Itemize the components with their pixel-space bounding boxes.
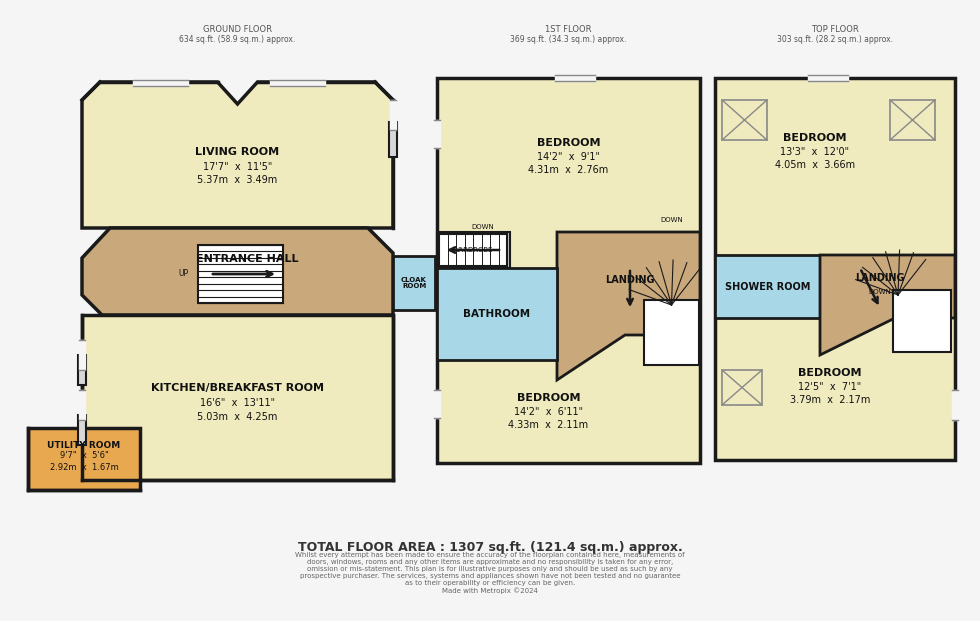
Bar [437, 232, 510, 268]
Text: 634 sq.ft. (58.9 sq.m.) approx.: 634 sq.ft. (58.9 sq.m.) approx. [179, 35, 295, 45]
Bar [893, 290, 951, 352]
Text: 9'7"  x  5'6": 9'7" x 5'6" [60, 451, 109, 461]
Bar [555, 75, 595, 81]
Text: DOWN: DOWN [661, 217, 683, 223]
Bar [437, 268, 557, 360]
Text: 14'2"  x  6'11": 14'2" x 6'11" [514, 407, 583, 417]
Text: UP: UP [178, 270, 188, 278]
Bar [437, 78, 700, 463]
Text: BATHROOM: BATHROOM [464, 309, 530, 319]
Bar [79, 390, 85, 420]
Text: BEDROOM: BEDROOM [783, 133, 847, 143]
Polygon shape [820, 255, 955, 355]
Text: 2.92m  x  1.67m: 2.92m x 1.67m [50, 463, 119, 471]
Text: UTILITY ROOM: UTILITY ROOM [47, 440, 121, 450]
Text: 16'6"  x  13'11": 16'6" x 13'11" [200, 397, 275, 407]
Bar [198, 245, 283, 303]
Polygon shape [557, 232, 700, 380]
Text: BEDROOM: BEDROOM [799, 368, 861, 378]
Bar [644, 300, 699, 365]
Text: 3.79m  x  2.17m: 3.79m x 2.17m [790, 395, 870, 405]
Bar [715, 78, 955, 460]
Text: 4.05m  x  3.66m: 4.05m x 3.66m [775, 160, 856, 170]
Text: 4.33m  x  2.11m: 4.33m x 2.11m [509, 420, 589, 430]
Bar [390, 100, 396, 130]
Polygon shape [82, 82, 393, 228]
Bar [722, 100, 767, 140]
Text: BEDROOM: BEDROOM [516, 393, 580, 403]
Text: WARDROBE: WARDROBE [454, 247, 494, 253]
Bar [952, 390, 958, 420]
Text: 369 sq.ft. (34.3 sq.m.) approx.: 369 sq.ft. (34.3 sq.m.) approx. [511, 35, 626, 45]
Text: 14'2"  x  9'1": 14'2" x 9'1" [537, 152, 600, 162]
Polygon shape [82, 228, 393, 315]
Text: DOWN: DOWN [868, 289, 892, 295]
Text: KITCHEN/BREAKFAST ROOM: KITCHEN/BREAKFAST ROOM [151, 383, 324, 392]
Text: LIVING ROOM: LIVING ROOM [195, 147, 279, 157]
Text: LANDING: LANDING [856, 273, 905, 283]
Text: 5.37m  x  3.49m: 5.37m x 3.49m [197, 175, 277, 185]
Text: SHOWER ROOM: SHOWER ROOM [725, 281, 810, 291]
Text: 303 sq.ft. (28.2 sq.m.) approx.: 303 sq.ft. (28.2 sq.m.) approx. [777, 35, 893, 45]
Text: 4.31m  x  2.76m: 4.31m x 2.76m [528, 165, 609, 175]
Bar [715, 255, 820, 318]
Bar [28, 428, 140, 490]
Bar [393, 256, 435, 310]
Text: ENTRANCE HALL: ENTRANCE HALL [196, 255, 299, 265]
Bar [82, 315, 393, 480]
Text: DOWN: DOWN [471, 224, 494, 230]
Bar [434, 120, 440, 148]
Text: 1ST FLOOR: 1ST FLOOR [545, 25, 592, 35]
Text: 12'5"  x  7'1": 12'5" x 7'1" [799, 382, 861, 392]
Text: Whilst every attempt has been made to ensure the accuracy of the floorplan conta: Whilst every attempt has been made to en… [295, 552, 685, 594]
Text: LANDING: LANDING [606, 275, 655, 285]
Bar [434, 390, 440, 418]
Text: 13'3"  x  12'0": 13'3" x 12'0" [780, 147, 850, 157]
Text: 17'7"  x  11'5": 17'7" x 11'5" [203, 162, 272, 172]
Bar [722, 370, 762, 405]
Text: TOTAL FLOOR AREA : 1307 sq.ft. (121.4 sq.m.) approx.: TOTAL FLOOR AREA : 1307 sq.ft. (121.4 sq… [298, 542, 682, 555]
Bar [78, 415, 86, 445]
Text: 5.03m  x  4.25m: 5.03m x 4.25m [197, 412, 277, 422]
Bar [270, 80, 325, 86]
Text: BEDROOM: BEDROOM [537, 138, 600, 148]
Text: CLOAK
ROOM: CLOAK ROOM [401, 276, 427, 289]
Bar [133, 80, 188, 86]
Text: GROUND FLOOR: GROUND FLOOR [203, 25, 271, 35]
Bar [78, 355, 86, 385]
Bar [439, 234, 507, 266]
Bar [389, 122, 397, 157]
Bar [890, 100, 935, 140]
Bar [79, 340, 85, 370]
Text: TOP FLOOR: TOP FLOOR [811, 25, 858, 35]
Bar [808, 75, 848, 81]
